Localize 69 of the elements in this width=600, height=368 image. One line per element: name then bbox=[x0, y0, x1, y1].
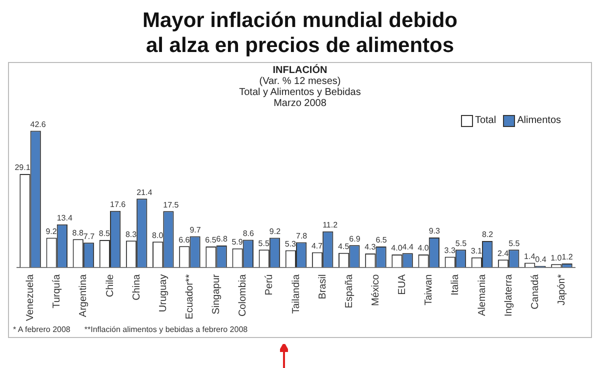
data-label: 1.2 bbox=[562, 252, 574, 262]
x-tick-label: Italia bbox=[450, 274, 462, 296]
x-tick-label: Taiwan bbox=[424, 274, 435, 306]
data-label: 9.2 bbox=[269, 226, 282, 236]
data-label: 0.4 bbox=[535, 255, 547, 264]
data-label: 29.1 bbox=[14, 163, 31, 172]
x-tick-label: Venezuela bbox=[25, 274, 36, 322]
x-tick-label: Perú bbox=[264, 274, 276, 296]
x-tick-label: Brasil bbox=[317, 274, 328, 300]
data-label: 9.3 bbox=[428, 226, 441, 236]
data-label: 5.3 bbox=[284, 240, 297, 248]
chart-title: Mayor inflación mundial debido al alza en precios de alimentos bbox=[141, 8, 459, 58]
x-tick-label: México bbox=[370, 274, 382, 306]
legend-label: Alimentos bbox=[517, 115, 561, 126]
data-label: 5.5 bbox=[258, 238, 270, 248]
data-label: 5.9 bbox=[232, 238, 244, 247]
data-label: 1.4 bbox=[524, 252, 536, 262]
data-label: 6.9 bbox=[349, 234, 361, 244]
x-tick-label: Japón* bbox=[556, 274, 568, 306]
data-label: 21.4 bbox=[136, 188, 153, 197]
data-label: 6.5 bbox=[376, 236, 388, 245]
data-label: 4.5 bbox=[338, 242, 350, 252]
data-label: 6.8 bbox=[216, 234, 228, 244]
data-label: 4.3 bbox=[364, 242, 376, 252]
data-label: 7.7 bbox=[83, 232, 96, 241]
data-label: 8.8 bbox=[72, 228, 84, 238]
x-tick-label: Turquía bbox=[52, 274, 63, 308]
data-label: 6.5 bbox=[205, 236, 217, 245]
data-label: 4.4 bbox=[402, 242, 414, 252]
data-label: 17.5 bbox=[163, 200, 180, 210]
x-tick-label: Argentina bbox=[78, 274, 90, 318]
data-label: 42.6 bbox=[30, 120, 46, 129]
data-label: 9.7 bbox=[190, 225, 202, 234]
data-label: 8.3 bbox=[125, 230, 138, 239]
text: **Inflación alimentos y bebidas a febrero 2008 bbox=[84, 324, 248, 335]
data-label: 8.6 bbox=[242, 228, 255, 238]
data-label: 5.5 bbox=[508, 238, 520, 248]
legend-label: Total bbox=[474, 115, 496, 126]
x-tick-label: Canadá bbox=[530, 274, 541, 310]
text: * A febrero 2008 bbox=[13, 324, 70, 335]
data-label: 6.6 bbox=[178, 235, 190, 244]
data-label: 4.0 bbox=[391, 244, 403, 253]
data-label: 9.2 bbox=[46, 226, 58, 236]
x-tick-label: China bbox=[131, 274, 142, 300]
x-tick-label: Inglaterra bbox=[503, 274, 514, 317]
x-tick-label: España bbox=[344, 274, 355, 308]
x-tick-label: Uruguay bbox=[158, 274, 169, 312]
data-label: 4.0 bbox=[418, 244, 430, 253]
data-label: 2.4 bbox=[497, 248, 510, 258]
data-label: 13.4 bbox=[56, 214, 73, 223]
chart-subtitle: INFLACIÓN (Var. % 12 meses) Total y Alimentos y Bebidas Marzo 2008 bbox=[238, 65, 362, 109]
data-label: 17.6 bbox=[110, 200, 126, 210]
data-label: 8.2 bbox=[482, 230, 494, 240]
x-tick-label: Chile bbox=[104, 274, 116, 298]
data-label: 11.2 bbox=[322, 220, 338, 230]
x-tick-label: Ecuador** bbox=[184, 274, 196, 320]
data-label: 3.1 bbox=[470, 246, 483, 256]
data-label: 7.8 bbox=[296, 231, 308, 240]
data-label: 8.0 bbox=[152, 230, 164, 240]
data-label: 5.5 bbox=[455, 238, 468, 248]
data-label: 1.0 bbox=[550, 253, 562, 262]
data-label: 4.7 bbox=[311, 241, 324, 250]
x-tick-label: EUA bbox=[397, 274, 408, 295]
x-tick-label: Colombia bbox=[238, 274, 249, 317]
data-label: 3.3 bbox=[444, 246, 456, 255]
x-tick-label: Tailandia bbox=[290, 274, 302, 314]
x-tick-label: Singapur bbox=[211, 274, 222, 314]
data-label: 8.5 bbox=[98, 229, 111, 238]
x-tick-label: Alemania bbox=[476, 274, 488, 316]
